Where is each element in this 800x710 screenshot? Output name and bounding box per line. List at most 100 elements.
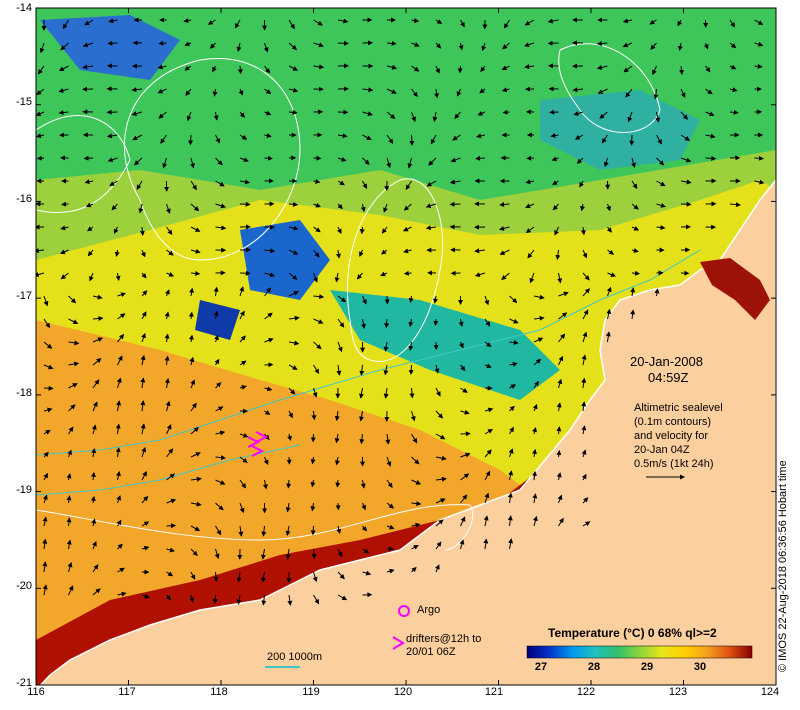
velocity-vector <box>337 295 347 303</box>
velocity-vector <box>236 594 242 605</box>
velocity-vector <box>239 310 245 320</box>
velocity-vector <box>607 272 616 277</box>
velocity-vector <box>502 109 510 115</box>
velocity-vector <box>165 203 171 214</box>
velocity-vector <box>729 87 738 93</box>
velocity-vector <box>337 133 348 139</box>
velocity-vector <box>337 571 345 580</box>
velocity-vector <box>190 501 202 507</box>
velocity-vector <box>213 111 219 121</box>
velocity-vector <box>434 364 440 374</box>
x-tick-label: 117 <box>118 686 136 698</box>
velocity-vector <box>42 538 48 550</box>
velocity-vector <box>141 272 147 279</box>
velocity-vector <box>310 525 316 536</box>
velocity-vector <box>479 88 486 94</box>
velocity-vector <box>108 18 118 24</box>
velocity-vector <box>165 289 170 297</box>
velocity-vector <box>60 272 69 280</box>
velocity-vector <box>157 64 167 70</box>
velocity-vector <box>236 571 242 583</box>
velocity-vector <box>286 479 292 489</box>
isobath-line <box>36 249 701 456</box>
velocity-vector <box>680 179 692 185</box>
velocity-vector <box>457 65 463 74</box>
velocity-vector <box>460 516 466 527</box>
legend-line: Altimetric sealevel <box>634 402 723 414</box>
velocity-vector <box>680 157 692 163</box>
velocity-vector <box>91 424 97 435</box>
velocity-vector <box>239 157 249 162</box>
velocity-vector <box>680 111 689 120</box>
velocity-vector <box>705 88 713 95</box>
x-tick-label: 120 <box>393 686 413 698</box>
velocity-vector <box>239 384 247 390</box>
velocity-vector <box>402 226 412 232</box>
velocity-vector <box>264 65 271 74</box>
y-tick-label: -18 <box>16 387 32 399</box>
velocity-vector <box>334 456 340 466</box>
velocity-vector <box>68 295 77 304</box>
velocity-vector <box>580 203 585 212</box>
velocity-vector <box>164 311 170 320</box>
velocity-vector <box>236 42 242 52</box>
velocity-vector <box>264 337 274 343</box>
velocity-vector <box>260 571 266 583</box>
velocity-vector <box>362 180 368 189</box>
velocity-vector <box>313 64 325 70</box>
velocity-vector <box>190 180 197 191</box>
velocity-vector <box>532 403 538 412</box>
velocity-vector <box>631 226 640 231</box>
velocity-vector <box>285 502 291 513</box>
legend-line: 20-Jan 04Z <box>634 444 690 456</box>
velocity-vector <box>139 226 145 236</box>
velocity-vector <box>337 18 349 24</box>
velocity-vector <box>729 109 739 115</box>
velocity-vector <box>525 203 535 209</box>
velocity-vector <box>435 476 447 482</box>
velocity-vector <box>555 249 561 261</box>
velocity-vector <box>507 492 513 504</box>
velocity-vector <box>215 382 222 389</box>
velocity-vector <box>68 383 78 389</box>
velocity-vector <box>358 387 364 399</box>
velocity-vector <box>313 19 323 26</box>
velocity-vector <box>188 334 194 343</box>
velocity-vector <box>362 157 370 165</box>
velocity-vector <box>474 248 486 254</box>
velocity-vector <box>140 249 146 258</box>
velocity-vector <box>132 134 143 141</box>
velocity-vector <box>188 134 194 146</box>
velocity-vector <box>239 456 248 463</box>
velocity-vector <box>36 133 45 139</box>
velocity-vector <box>185 88 192 96</box>
y-tick-label: -20 <box>16 580 32 592</box>
velocity-vector <box>190 270 201 276</box>
timestamp: 20-Jan-2008 04:59Z <box>630 354 750 386</box>
velocity-vector <box>596 65 608 70</box>
x-tick-label: 123 <box>668 686 688 698</box>
velocity-vector <box>581 377 587 389</box>
velocity-vector <box>361 318 366 329</box>
colorbar-tick: 29 <box>640 661 654 673</box>
velocity-vector <box>337 594 348 601</box>
velocity-vector <box>554 226 559 236</box>
velocity-vector <box>411 479 422 485</box>
velocity-vector <box>66 539 72 550</box>
velocity-vector <box>58 65 69 72</box>
velocity-vector <box>362 87 374 93</box>
velocity-vector <box>532 470 538 481</box>
velocity-vector <box>558 333 566 343</box>
sst-embayment <box>700 258 770 320</box>
velocity-vector <box>362 548 370 554</box>
velocity-vector <box>212 88 218 97</box>
velocity-vector <box>527 249 535 259</box>
velocity-vector <box>435 387 441 397</box>
velocity-vector <box>157 88 167 94</box>
velocity-vector <box>705 111 715 117</box>
velocity-vector <box>285 548 291 560</box>
velocity-vector <box>359 226 365 235</box>
velocity-vector <box>43 472 49 481</box>
velocity-vector <box>166 473 176 481</box>
colorbar-title: Temperature (°C) 0 68% ql>=2 <box>548 626 717 640</box>
